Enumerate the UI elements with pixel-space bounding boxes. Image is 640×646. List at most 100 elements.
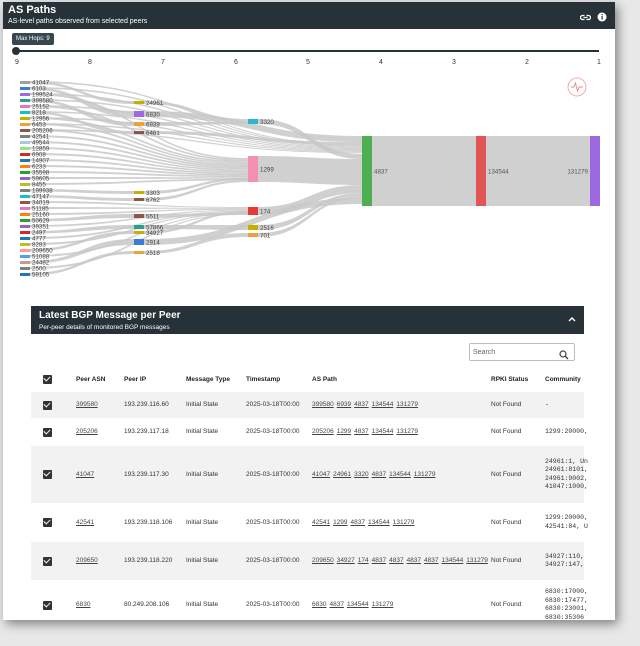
sankey-link xyxy=(30,209,248,227)
table-row[interactable]: 42541 193.239.118.106 Initial State 2025-03… xyxy=(31,503,588,542)
as-path-link[interactable]: 131279 xyxy=(396,428,419,435)
as-path-link[interactable]: 134544 xyxy=(368,518,390,526)
sankey-link xyxy=(30,159,248,174)
peer-ip: 193.239.117.30 xyxy=(124,470,169,478)
row-checkbox[interactable] xyxy=(43,470,52,479)
column-header[interactable]: AS Path xyxy=(312,376,337,383)
as-path-link[interactable]: 4837 xyxy=(389,557,404,564)
peer-node xyxy=(20,219,30,222)
as-path-link[interactable]: 1299 xyxy=(333,518,348,526)
as-path-link[interactable]: 131279 xyxy=(392,518,415,526)
as-path-link[interactable]: 4837 xyxy=(371,470,387,478)
as-path-link[interactable]: 34927 xyxy=(336,557,355,564)
column-header[interactable]: Message Type xyxy=(186,376,230,383)
peer-node-label: 59105 xyxy=(32,271,50,278)
peer-asn-link[interactable]: 41047 xyxy=(76,470,95,478)
as-path-link[interactable]: 41047 xyxy=(312,470,331,478)
sankey-link xyxy=(30,178,248,185)
as-path-link[interactable]: 6939 xyxy=(336,401,352,408)
hop7-node xyxy=(134,198,144,201)
sankey-link xyxy=(30,81,362,146)
sankey-link xyxy=(30,177,248,179)
as-path-link[interactable]: 3320 xyxy=(354,470,369,478)
as-path-link[interactable]: 1299 xyxy=(336,428,352,435)
column-header[interactable]: Peer IP xyxy=(124,376,147,383)
sankey-nodes: 4104761031995243995802515282181295664532… xyxy=(20,79,600,278)
as-path-link[interactable]: 131279 xyxy=(371,601,394,608)
row-checkbox[interactable] xyxy=(43,518,52,527)
peer-asn-link[interactable]: 42541 xyxy=(76,518,95,526)
as-path-link[interactable]: 134544 xyxy=(441,557,464,564)
as-path-link[interactable]: 42541 xyxy=(312,518,331,526)
as-path: 205206 1299 4837 134544 131279 xyxy=(312,428,421,435)
as-path-link[interactable]: 4837 xyxy=(329,601,344,608)
search-field[interactable] xyxy=(469,343,575,361)
as-path-link[interactable]: 4837 xyxy=(424,557,439,564)
peer-asn-link[interactable]: 6830 xyxy=(76,601,91,608)
timestamp: 2025-03-18T00:00 xyxy=(246,557,300,564)
search-icon[interactable] xyxy=(559,347,569,365)
sankey-link xyxy=(30,105,362,150)
link-icon[interactable] xyxy=(579,9,592,27)
as-path-link[interactable]: 131279 xyxy=(396,401,419,408)
as-path-link[interactable]: 174 xyxy=(357,557,369,564)
as-path-link[interactable]: 131279 xyxy=(466,557,488,564)
column-header[interactable]: Peer ASN xyxy=(76,376,106,383)
as-path-link[interactable]: 4837 xyxy=(406,557,422,564)
row-checkbox[interactable] xyxy=(43,427,52,437)
as-path-link[interactable]: 209650 xyxy=(312,557,334,564)
column-header[interactable]: Community xyxy=(545,376,581,383)
as-path-link[interactable]: 4837 xyxy=(350,518,366,526)
search-input[interactable] xyxy=(473,346,553,358)
peer-ip: 193.239.118.220 xyxy=(124,557,173,564)
as-path-link[interactable]: 134544 xyxy=(346,601,369,608)
select-all-checkbox[interactable] xyxy=(43,375,52,384)
row-checkbox[interactable] xyxy=(43,556,52,566)
sankey-link xyxy=(30,225,134,234)
hops-slider-thumb[interactable] xyxy=(12,47,20,55)
hop6-node-label: 1299 xyxy=(260,166,274,173)
as-path-link[interactable]: 131279 xyxy=(413,470,436,478)
peer-node-label: 34019 xyxy=(32,199,50,206)
column-header[interactable]: Timestamp xyxy=(246,376,281,383)
community: 1299:20000, xyxy=(545,427,588,435)
table-row[interactable]: 399580 193.239.116.60 Initial State 2025-03… xyxy=(31,392,584,418)
hop7-node xyxy=(134,214,144,218)
column-header[interactable]: RPKI Status xyxy=(491,376,529,383)
row-checkbox[interactable] xyxy=(43,400,52,410)
sankey-link xyxy=(30,87,362,147)
bgp-card-subtitle: Per-peer details of monitored BGP messag… xyxy=(39,324,170,331)
sankey-link xyxy=(30,99,362,149)
bgp-card-header: Latest BGP Message per Peer Per-peer det… xyxy=(31,306,584,334)
hop-node xyxy=(476,136,486,206)
peer-node xyxy=(20,123,30,126)
as-path-link[interactable]: 205206 xyxy=(312,428,334,435)
as-path-link[interactable]: 134544 xyxy=(371,428,394,435)
as-path-link[interactable]: 134544 xyxy=(389,470,411,478)
as-path-link[interactable]: 24961 xyxy=(333,470,352,478)
table-row[interactable]: 41047 193.239.117.30 Initial State 2025-03-… xyxy=(31,446,588,503)
sankey-link xyxy=(144,178,248,194)
as-path-link[interactable]: 4837 xyxy=(354,401,369,408)
table-row[interactable]: 205206 193.239.117.18 Initial State 2025-03… xyxy=(31,418,588,446)
peer-asn-link[interactable]: 399580 xyxy=(76,401,98,408)
as-path: 209650 34927 174 4837 4837 4837 4837 134544 1312… xyxy=(312,557,491,564)
as-path-link[interactable]: 134544 xyxy=(371,401,394,408)
hop-node-label: 4837 xyxy=(374,168,388,175)
as-path-link[interactable]: 399580 xyxy=(312,401,334,408)
table-row[interactable]: 209650 193.239.118.220 Initial State 2025-0… xyxy=(31,542,584,580)
hops-slider-track[interactable] xyxy=(15,50,599,52)
activity-icon[interactable] xyxy=(567,77,587,97)
as-path-link[interactable]: 4837 xyxy=(371,557,387,564)
hop7-node-label: 5511 xyxy=(146,213,160,220)
as-path-link[interactable]: 6830 xyxy=(312,601,327,608)
hop7-node-label: 6461 xyxy=(146,130,160,137)
peer-asn-link[interactable]: 209650 xyxy=(76,557,98,564)
row-checkbox[interactable] xyxy=(43,600,52,610)
collapse-button[interactable] xyxy=(568,314,576,324)
peer-asn-link[interactable]: 205206 xyxy=(76,428,98,435)
info-icon[interactable] xyxy=(597,9,607,27)
table-row[interactable]: 6830 80.249.208.106 Initial State 2025-03-1… xyxy=(31,580,588,620)
hop-tick-6: 6 xyxy=(234,59,238,66)
as-path-link[interactable]: 4837 xyxy=(354,428,369,435)
